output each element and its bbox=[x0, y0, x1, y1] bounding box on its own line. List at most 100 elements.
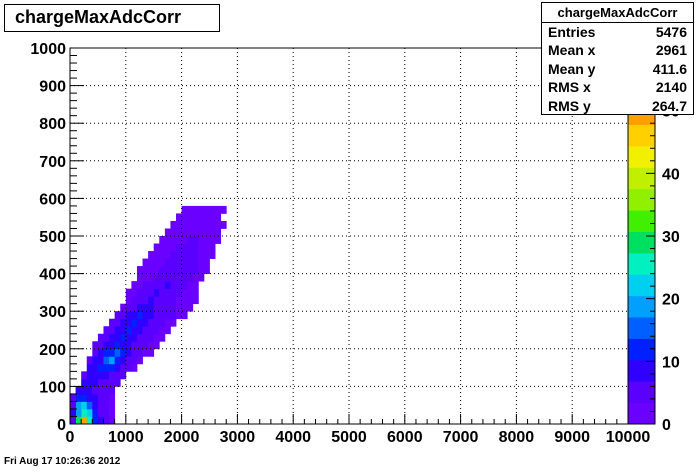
heatmap-cell bbox=[125, 363, 132, 372]
heatmap-cell bbox=[92, 416, 99, 425]
stats-row-rms-y: RMS y 264.7 bbox=[542, 97, 693, 115]
heatmap-cell bbox=[148, 311, 155, 320]
heatmap-cell bbox=[120, 326, 127, 335]
heatmap-cell bbox=[148, 281, 155, 290]
heatmap-cell bbox=[164, 273, 171, 282]
heatmap-cell bbox=[159, 288, 166, 297]
grid-lines bbox=[70, 48, 628, 424]
heatmap-cell bbox=[109, 341, 116, 350]
heatmap-cell bbox=[198, 266, 205, 274]
heatmap-cell bbox=[164, 258, 171, 267]
heatmap-cell bbox=[153, 296, 160, 305]
chart-title: chargeMaxAdcCorr bbox=[15, 7, 182, 27]
heatmap-cell bbox=[170, 303, 177, 312]
heatmap-cell bbox=[176, 296, 182, 305]
heatmap-cell bbox=[114, 311, 121, 320]
heatmap-cell bbox=[159, 296, 166, 305]
heatmap-cell bbox=[170, 318, 177, 327]
palette-swatch bbox=[628, 210, 655, 232]
heatmap-cell bbox=[181, 251, 188, 259]
heatmap-cell bbox=[192, 220, 199, 229]
heatmap-cell bbox=[187, 236, 194, 244]
heatmap-cell bbox=[97, 393, 104, 402]
heatmap-cell bbox=[176, 220, 182, 229]
heatmap-cell bbox=[170, 288, 177, 297]
heatmap-cell bbox=[142, 303, 149, 312]
heatmap-cell bbox=[164, 251, 171, 259]
heatmap-cell bbox=[92, 363, 99, 372]
heatmap-cell bbox=[136, 266, 143, 274]
heatmap-cell bbox=[159, 243, 166, 252]
heatmap-cell bbox=[209, 251, 216, 259]
heatmap-cell bbox=[120, 318, 127, 327]
x-tick-label: 3000 bbox=[220, 429, 256, 446]
heatmap-cell bbox=[92, 393, 99, 402]
heatmap-cell bbox=[70, 408, 76, 417]
heatmap-cell bbox=[109, 378, 116, 387]
heatmap-cell bbox=[176, 273, 182, 282]
heatmap-cell bbox=[215, 220, 222, 229]
heatmap-cell bbox=[92, 401, 99, 410]
heatmap-cell bbox=[176, 228, 182, 237]
heatmap-cell bbox=[103, 356, 110, 365]
y-tick-label: 0 bbox=[57, 417, 66, 434]
heatmap-cell bbox=[153, 273, 160, 282]
heatmap-cell bbox=[170, 258, 177, 267]
heatmap-cell bbox=[198, 251, 205, 259]
heatmap-cell bbox=[170, 311, 177, 320]
heatmap-cell bbox=[192, 243, 199, 252]
stats-box: chargeMaxAdcCorr Entries 5476 Mean x 296… bbox=[541, 2, 694, 115]
heatmap-cell bbox=[142, 266, 149, 274]
heatmap-cell bbox=[109, 371, 116, 380]
palette-swatch bbox=[628, 402, 655, 425]
heatmap-cell bbox=[203, 236, 210, 244]
heatmap-cell bbox=[125, 348, 132, 357]
stats-label: Mean y bbox=[548, 60, 596, 77]
heatmap-cell bbox=[86, 408, 93, 417]
heatmap-cell bbox=[114, 326, 121, 335]
heatmap-cell bbox=[203, 205, 210, 214]
heatmap-cell bbox=[181, 213, 188, 222]
heatmap-cell bbox=[109, 416, 116, 425]
heatmap-cell bbox=[176, 243, 182, 252]
heatmap-cell bbox=[198, 236, 205, 244]
heatmap-cell bbox=[181, 243, 188, 252]
heatmap-cell bbox=[103, 333, 110, 342]
heatmap-cell bbox=[159, 326, 166, 335]
heatmap-cell bbox=[103, 401, 110, 410]
palette-swatch bbox=[628, 231, 655, 254]
stats-row-mean-y: Mean y 411.6 bbox=[542, 60, 693, 78]
heatmap-cell bbox=[187, 266, 194, 274]
heatmap-cell bbox=[159, 333, 166, 342]
heatmap-cell bbox=[81, 386, 88, 395]
heatmap-cell bbox=[164, 288, 171, 297]
heatmap-cell bbox=[192, 236, 199, 244]
heatmap-cell bbox=[120, 371, 127, 380]
heatmap-cell bbox=[81, 408, 88, 417]
heatmap-cell bbox=[97, 401, 104, 410]
heatmap-cell bbox=[192, 296, 199, 305]
heatmap-cell bbox=[131, 356, 138, 365]
heatmap-cell bbox=[187, 213, 194, 222]
y-tick-label: 700 bbox=[39, 154, 66, 171]
heatmap-cell bbox=[198, 273, 205, 282]
heatmap-cell bbox=[92, 408, 99, 417]
heatmap-cell bbox=[103, 326, 110, 335]
heatmap-cell bbox=[153, 303, 160, 312]
x-tick-label: 2000 bbox=[164, 429, 200, 446]
heatmap-cell bbox=[187, 258, 194, 267]
heatmap-cell bbox=[109, 401, 116, 410]
heatmap-cell bbox=[142, 333, 149, 342]
x-tick-label: 1000 bbox=[108, 429, 144, 446]
heatmap-cell bbox=[164, 296, 171, 305]
heatmap-cell bbox=[136, 333, 143, 342]
heatmap-cell bbox=[159, 318, 166, 327]
heatmap-cell bbox=[153, 266, 160, 274]
heatmap-cell bbox=[170, 243, 177, 252]
heatmap-cell bbox=[114, 348, 121, 357]
heatmap-cell bbox=[209, 205, 216, 214]
heatmap-cell bbox=[181, 205, 188, 214]
heatmap-cell bbox=[198, 213, 205, 222]
heatmap-cell bbox=[176, 213, 182, 222]
